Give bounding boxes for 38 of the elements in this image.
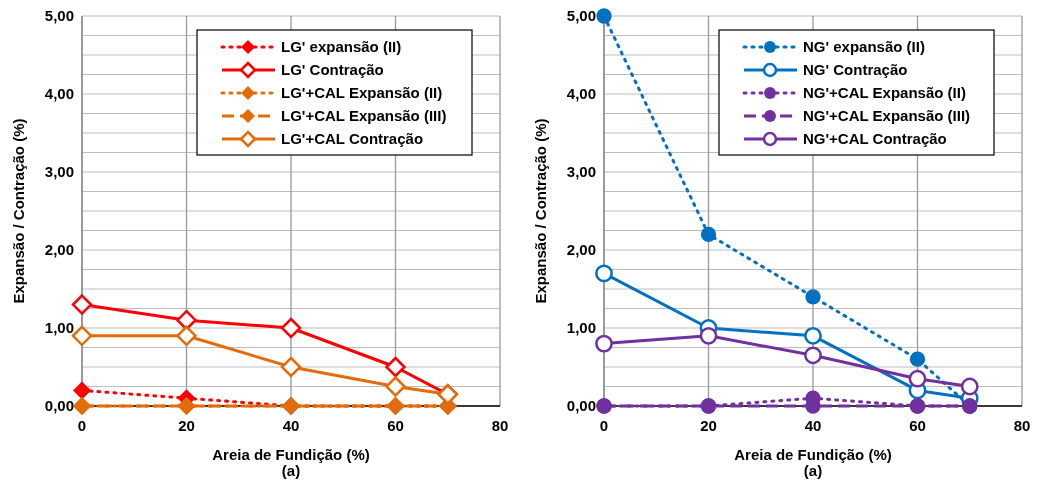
- y-tick-label: 4,00: [566, 85, 596, 103]
- y-tick-label: 3,00: [566, 163, 596, 181]
- legend-label: NG'+CAL Expansão (III): [803, 107, 971, 125]
- x-tick-label: 20: [178, 417, 195, 434]
- x-tick-label: 0: [599, 417, 609, 434]
- x-tick-label: 60: [909, 417, 926, 434]
- legend-label: NG' Contração: [803, 61, 908, 79]
- legend-label: LG'+CAL Contração: [281, 130, 424, 148]
- y-tick-label: 1,00: [44, 319, 74, 337]
- text: (a): [803, 462, 823, 479]
- legend-label: NG' expansão (II): [803, 38, 925, 56]
- x-tick-label: 40: [804, 417, 822, 434]
- text: (a): [281, 462, 301, 479]
- y-axis-title: Expansão / Contração (%): [10, 118, 27, 304]
- y-tick-label: 1,00: [566, 319, 596, 337]
- y-tick-label: 0,00: [566, 397, 596, 415]
- y-tick-label: 2,00: [566, 241, 596, 259]
- x-tick-label: 80: [1013, 417, 1031, 434]
- legend-label: LG' expansão (II): [281, 38, 402, 56]
- x-tick-label: 20: [700, 417, 717, 434]
- legend-label: LG'+CAL Expansão (III): [281, 107, 447, 125]
- legend-label: NG'+CAL Expansão (II): [803, 84, 966, 102]
- y-tick-label: 4,00: [44, 85, 74, 103]
- x-axis-title: Areia de Fundição (%): [212, 446, 370, 463]
- x-axis-title: Areia de Fundição (%): [734, 446, 892, 463]
- legend-label: LG' Contração: [281, 61, 384, 79]
- y-tick-label: 3,00: [44, 163, 74, 181]
- y-axis-title: Expansão / Contração (%): [532, 118, 549, 304]
- legend-label: NG'+CAL Contração: [803, 130, 947, 148]
- y-tick-label: 0,00: [44, 397, 74, 415]
- y-tick-label: 2,00: [44, 241, 74, 259]
- y-tick-label: 5,00: [44, 7, 74, 25]
- x-tick-label: 60: [387, 417, 404, 434]
- x-tick-label: 40: [282, 417, 300, 434]
- x-tick-label: 80: [491, 417, 509, 434]
- y-tick-label: 5,00: [566, 7, 596, 25]
- x-tick-label: 0: [77, 417, 87, 434]
- legend-label: LG'+CAL Expansão (II): [281, 84, 443, 102]
